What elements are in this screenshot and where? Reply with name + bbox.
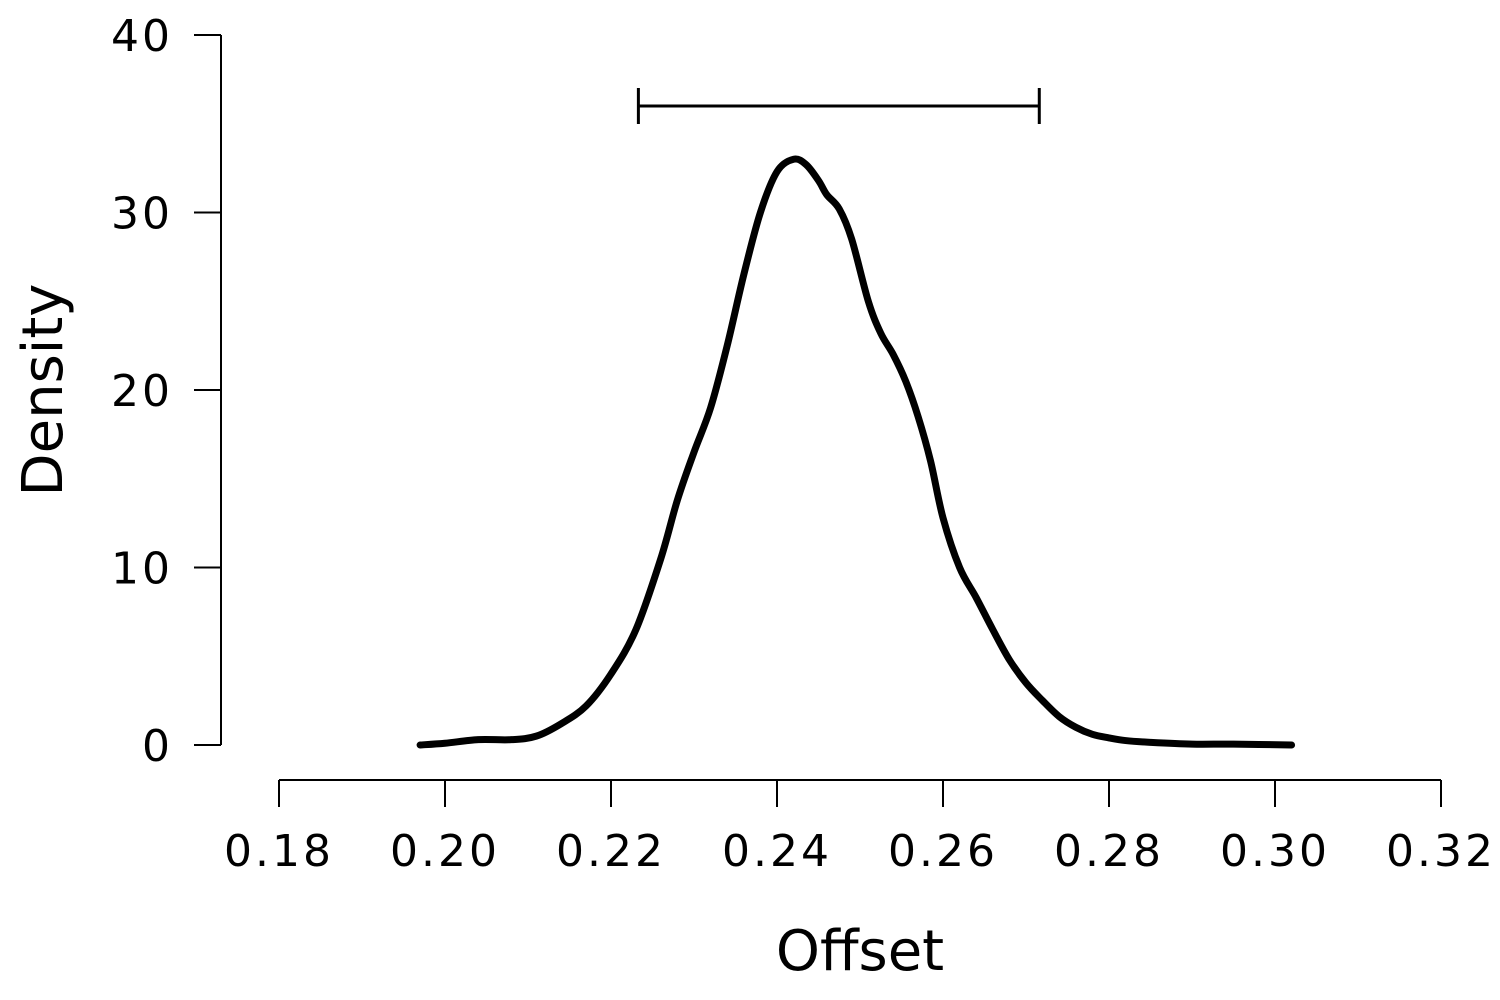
x-tick-label: 0.26 xyxy=(888,826,998,877)
y-axis: 0 10 20 30 40 xyxy=(111,11,222,772)
x-tick-label: 0.28 xyxy=(1054,826,1164,877)
y-tick-label: 40 xyxy=(111,11,173,62)
y-tick-label: 20 xyxy=(111,366,173,417)
x-tick-label: 0.22 xyxy=(556,826,666,877)
x-tick-label: 0.30 xyxy=(1220,826,1330,877)
density-curve xyxy=(416,155,1296,749)
y-tick-label: 30 xyxy=(111,189,173,240)
y-axis-title: Density xyxy=(11,284,76,497)
x-tick-label: 0.32 xyxy=(1386,826,1496,877)
x-axis-title: Offset xyxy=(776,919,944,984)
plot-area xyxy=(416,88,1296,749)
y-tick-label: 0 xyxy=(142,721,173,772)
x-tick-label: 0.24 xyxy=(722,826,832,877)
x-tick-label: 0.20 xyxy=(390,826,500,877)
y-tick-label: 10 xyxy=(111,544,173,595)
x-axis: 0.18 0.20 0.22 0.24 0.26 0.28 0.30 0.32 xyxy=(224,779,1496,877)
x-tick-label: 0.18 xyxy=(224,826,334,877)
